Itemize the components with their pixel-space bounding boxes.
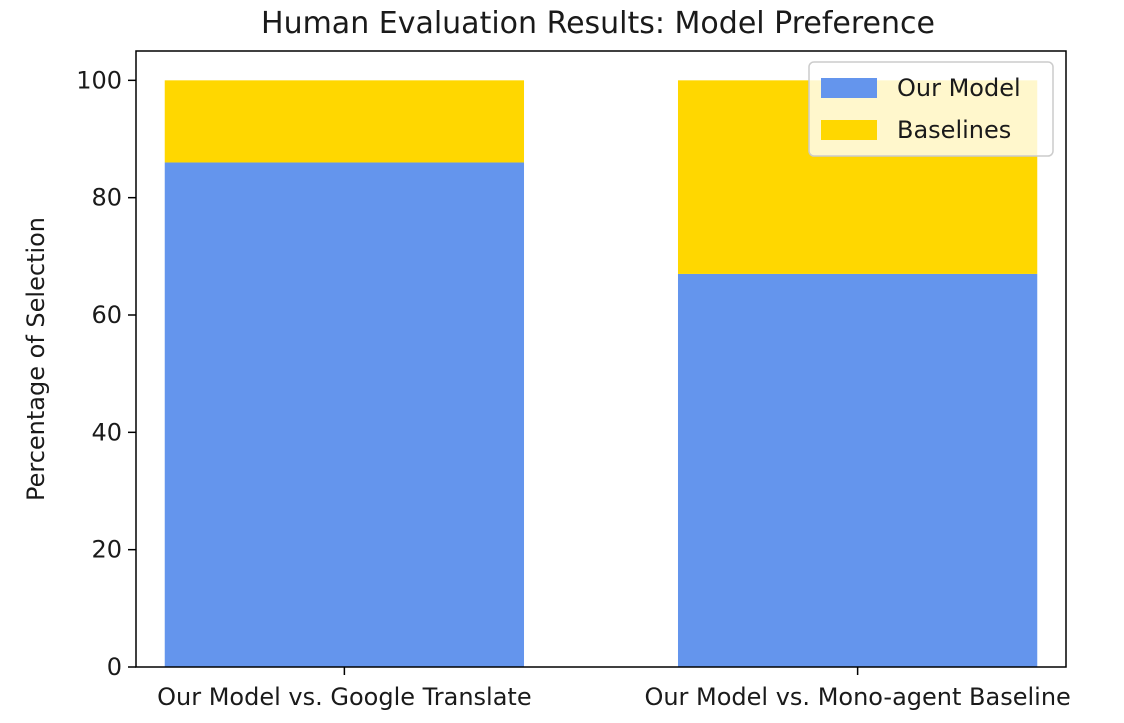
legend: Our Model Baselines bbox=[808, 61, 1054, 157]
plot-frame bbox=[135, 50, 1067, 668]
bar-our-model-2 bbox=[677, 273, 1038, 667]
x-tick-label-2: Our Model vs. Mono-agent Baseline bbox=[644, 683, 1070, 711]
bars-group bbox=[164, 80, 1038, 667]
y-tick-label-100: 100 bbox=[76, 66, 122, 94]
y-tick-label-60: 60 bbox=[91, 301, 122, 329]
legend-label-baselines: Baselines bbox=[897, 116, 1011, 144]
y-tick-label-80: 80 bbox=[91, 184, 122, 212]
chart-title: Human Evaluation Results: Model Preferen… bbox=[261, 6, 935, 41]
x-ticks-group: Our Model vs. Google Translate Our Model … bbox=[157, 667, 1071, 711]
y-axis-label: Percentage of Selection bbox=[22, 217, 50, 501]
legend-label-our-model: Our Model bbox=[897, 74, 1021, 102]
bar-our-model-1 bbox=[164, 162, 525, 667]
x-tick-label-1: Our Model vs. Google Translate bbox=[157, 683, 531, 711]
bar-baselines-1 bbox=[164, 80, 525, 163]
legend-swatch-baselines bbox=[821, 120, 877, 140]
y-ticks-group: 0 20 40 60 80 100 bbox=[76, 66, 136, 681]
y-tick-label-40: 40 bbox=[91, 418, 122, 446]
y-tick-label-0: 0 bbox=[107, 653, 122, 681]
legend-swatch-our-model bbox=[821, 78, 877, 98]
y-tick-label-20: 20 bbox=[91, 536, 122, 564]
